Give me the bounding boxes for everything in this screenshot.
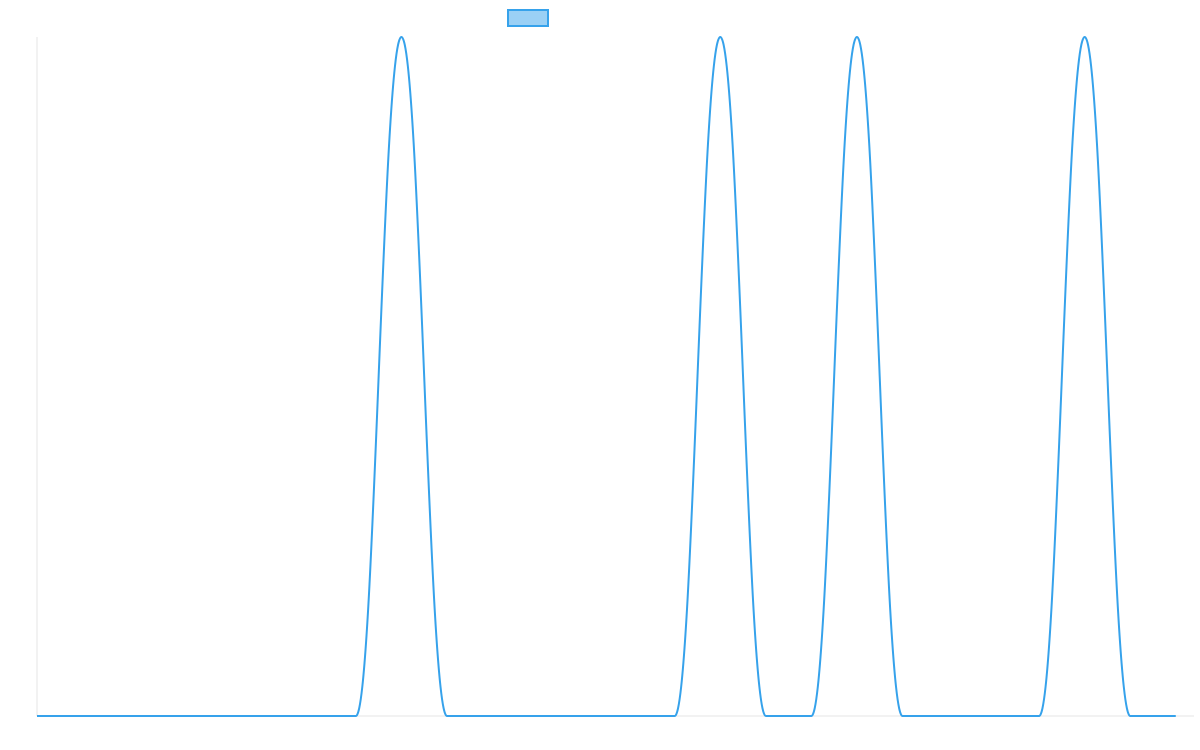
series-layer [34, 34, 1179, 719]
data-point-5[interactable] [262, 713, 268, 719]
data-point-7[interactable] [353, 713, 359, 719]
data-point-22[interactable] [1036, 713, 1042, 719]
data-point-24[interactable] [1127, 713, 1133, 719]
data-point-25[interactable] [1173, 713, 1179, 719]
data-point-0[interactable] [34, 713, 40, 719]
data-point-6[interactable] [307, 713, 313, 719]
data-point-10[interactable] [490, 713, 496, 719]
data-point-4[interactable] [216, 713, 222, 719]
data-point-14[interactable] [672, 713, 678, 719]
data-point-3[interactable] [171, 713, 177, 719]
data-point-20[interactable] [945, 713, 951, 719]
data-point-12[interactable] [581, 713, 587, 719]
axes [36, 37, 1194, 717]
data-point-16[interactable] [763, 713, 769, 719]
data-point-13[interactable] [626, 713, 632, 719]
data-point-17[interactable] [808, 713, 814, 719]
data-point-2[interactable] [125, 713, 131, 719]
data-point-9[interactable] [444, 713, 450, 719]
data-point-18[interactable] [854, 34, 860, 40]
data-point-19[interactable] [899, 713, 905, 719]
data-point-21[interactable] [991, 713, 997, 719]
data-point-11[interactable] [535, 713, 541, 719]
data-point-8[interactable] [398, 34, 404, 40]
legend[interactable] [507, 9, 549, 27]
series-line-0 [37, 36, 1176, 717]
legend-swatch[interactable] [507, 9, 549, 27]
data-point-15[interactable] [717, 34, 723, 40]
data-point-1[interactable] [80, 713, 86, 719]
data-point-23[interactable] [1082, 34, 1088, 40]
